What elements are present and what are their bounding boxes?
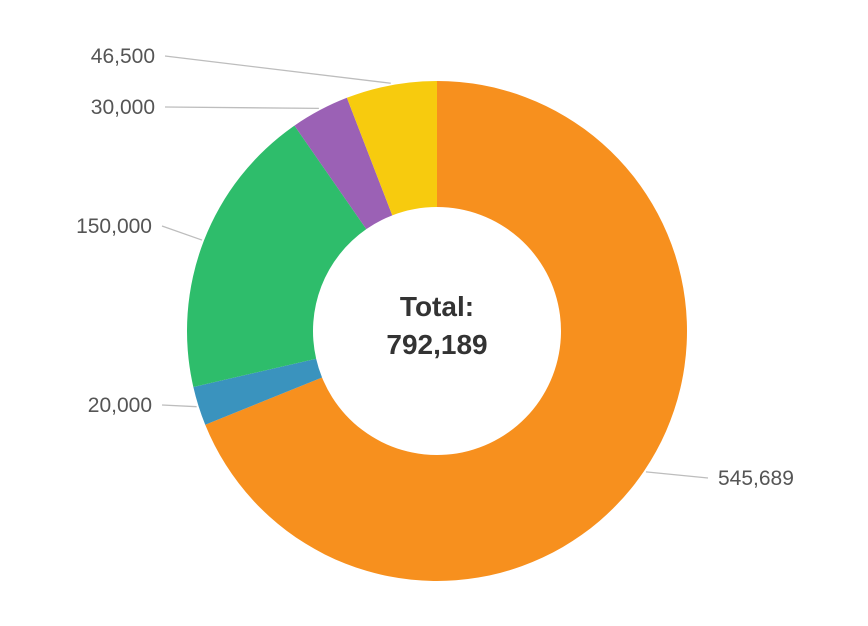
slice-value-label-4: 30,000 xyxy=(91,96,155,119)
donut-slices xyxy=(187,81,688,581)
donut-slice-4 xyxy=(294,97,393,230)
slice-value-label-2: 20,000 xyxy=(88,394,152,417)
donut-slice-2 xyxy=(193,358,323,425)
slice-value-label-3: 150,000 xyxy=(76,215,152,238)
center-label-line1: Total: xyxy=(400,291,474,322)
leader-line-2 xyxy=(161,404,197,408)
leader-line-4 xyxy=(164,106,319,110)
donut-slice-5 xyxy=(346,81,437,216)
slice-value-label-1: 545,689 xyxy=(718,467,794,490)
leader-line-3 xyxy=(161,225,203,241)
center-label-line2: 792,189 xyxy=(386,329,487,360)
leader-lines xyxy=(161,55,709,479)
slice-value-label-5: 46,500 xyxy=(91,45,155,68)
donut-slice-1 xyxy=(205,81,688,581)
leader-line-1 xyxy=(645,471,709,479)
leader-line-5 xyxy=(164,55,391,84)
value-labels: 545,689 20,000 150,000 30,000 46,500 xyxy=(76,45,794,490)
center-label: Total: 792,189 xyxy=(386,291,487,360)
donut-slice-3 xyxy=(187,125,367,387)
